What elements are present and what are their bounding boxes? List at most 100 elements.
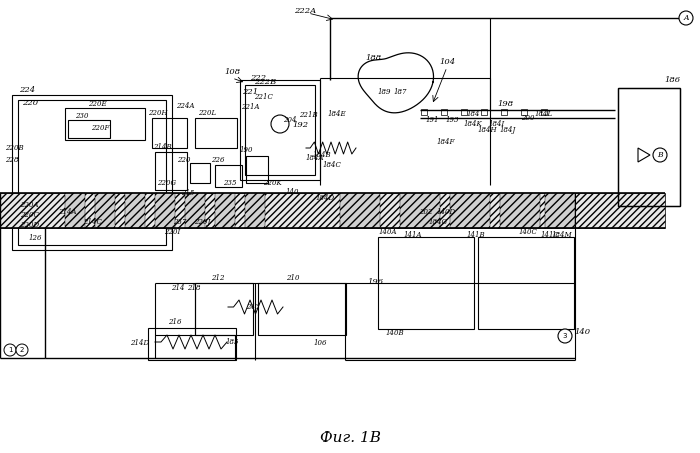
- Bar: [190, 163, 210, 183]
- Text: 108: 108: [224, 68, 240, 76]
- Bar: [215, 193, 235, 228]
- Text: 220H: 220H: [148, 109, 168, 117]
- Text: 220J: 220J: [194, 218, 210, 226]
- Text: 184D: 184D: [316, 194, 335, 202]
- Bar: [421, 109, 427, 115]
- Bar: [481, 109, 487, 115]
- Text: 196: 196: [367, 278, 383, 286]
- Text: 184F: 184F: [437, 138, 455, 146]
- Circle shape: [16, 344, 28, 356]
- Text: 221C: 221C: [253, 93, 272, 101]
- Bar: [195, 118, 237, 148]
- Text: 191: 191: [426, 116, 439, 124]
- Text: 214C: 214C: [83, 218, 102, 226]
- Text: 184E: 184E: [328, 110, 346, 118]
- Text: 204: 204: [284, 116, 297, 124]
- Circle shape: [4, 344, 16, 356]
- Text: 1: 1: [8, 347, 13, 353]
- Bar: [155, 193, 175, 228]
- Text: 220B: 220B: [5, 144, 24, 152]
- Text: 220E: 220E: [88, 100, 106, 108]
- Bar: [245, 193, 265, 228]
- Text: 185: 185: [225, 338, 239, 346]
- Text: 189: 189: [377, 88, 391, 96]
- Text: 220: 220: [177, 156, 190, 164]
- Text: 222A: 222A: [294, 7, 316, 15]
- Bar: [65, 108, 145, 140]
- Text: 220A: 220A: [20, 201, 38, 209]
- Text: 188: 188: [365, 54, 381, 62]
- Circle shape: [653, 148, 667, 162]
- Text: 184G: 184G: [428, 218, 447, 226]
- Bar: [246, 156, 268, 183]
- Text: 222: 222: [250, 74, 266, 82]
- Text: 220I: 220I: [164, 228, 180, 236]
- Text: 184J: 184J: [500, 126, 516, 134]
- Text: 106: 106: [314, 339, 327, 347]
- Bar: [125, 193, 145, 228]
- Text: 140: 140: [286, 188, 299, 196]
- Text: 141C: 141C: [540, 231, 559, 239]
- Bar: [195, 283, 253, 335]
- Bar: [245, 85, 315, 175]
- Text: 184L: 184L: [535, 110, 553, 118]
- Text: Фиг. 1B: Фиг. 1B: [319, 431, 381, 445]
- Text: 126: 126: [28, 234, 42, 242]
- Bar: [618, 88, 680, 206]
- Text: 226: 226: [211, 156, 225, 164]
- Bar: [450, 193, 490, 228]
- Bar: [478, 237, 574, 329]
- Text: 214A: 214A: [57, 208, 76, 216]
- Bar: [258, 283, 346, 335]
- Text: 216: 216: [168, 318, 182, 326]
- Bar: [95, 193, 115, 228]
- Bar: [545, 193, 575, 228]
- Text: 214D: 214D: [130, 339, 150, 347]
- Bar: [152, 118, 187, 148]
- Text: 141B: 141B: [467, 231, 485, 239]
- Text: 184I: 184I: [489, 120, 505, 128]
- Text: 141A: 141A: [404, 231, 422, 239]
- Text: 220: 220: [22, 99, 38, 107]
- Text: 186: 186: [664, 76, 680, 84]
- Text: A: A: [683, 14, 689, 22]
- Bar: [400, 193, 440, 228]
- Text: 2: 2: [20, 347, 25, 353]
- Bar: [541, 109, 547, 115]
- Circle shape: [679, 11, 693, 25]
- Text: 184H: 184H: [477, 126, 497, 134]
- Text: 140B: 140B: [386, 329, 405, 337]
- Text: 184: 184: [466, 110, 480, 118]
- Bar: [0, 193, 665, 228]
- Text: 221: 221: [242, 88, 258, 96]
- Text: 200: 200: [522, 114, 535, 122]
- Text: 192: 192: [292, 121, 308, 129]
- Text: 221A: 221A: [241, 103, 259, 111]
- Text: 220G: 220G: [158, 179, 176, 187]
- Text: 224A: 224A: [176, 102, 195, 110]
- Text: 140C: 140C: [519, 228, 538, 236]
- Text: 218: 218: [188, 284, 201, 292]
- Bar: [18, 100, 166, 245]
- Text: 220C: 220C: [20, 211, 39, 219]
- Text: 140A: 140A: [379, 228, 398, 236]
- Text: 235: 235: [223, 179, 237, 187]
- Text: 140D: 140D: [436, 208, 456, 216]
- Bar: [441, 109, 447, 115]
- Text: 140: 140: [574, 328, 590, 336]
- Text: 198: 198: [497, 100, 513, 108]
- Bar: [240, 80, 320, 180]
- Text: 237: 237: [174, 218, 187, 226]
- Text: 202: 202: [419, 208, 433, 216]
- Bar: [12, 95, 172, 250]
- Text: 3: 3: [563, 333, 567, 339]
- Text: 215: 215: [181, 189, 195, 197]
- Text: 214: 214: [172, 284, 185, 292]
- Bar: [148, 328, 236, 360]
- Bar: [340, 193, 380, 228]
- Text: 184A: 184A: [306, 154, 324, 162]
- Circle shape: [271, 115, 289, 133]
- Text: 220F: 220F: [91, 124, 109, 132]
- Text: 104: 104: [439, 58, 455, 66]
- Bar: [185, 193, 205, 228]
